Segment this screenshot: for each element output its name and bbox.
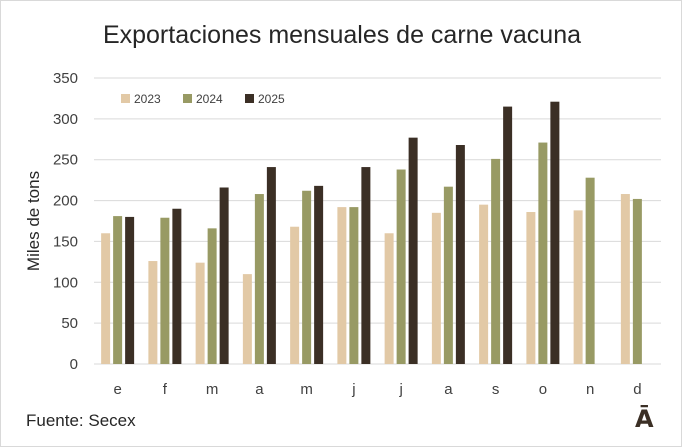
bar-2025-9 (503, 106, 513, 364)
bar-2023-3 (195, 262, 205, 364)
bar-2025-1 (125, 216, 135, 364)
x-tick-label: j (351, 381, 355, 398)
bar-2023-8 (431, 212, 441, 364)
legend-label-2024: 2024 (196, 92, 223, 106)
bar-2025-3 (219, 187, 229, 364)
legend-swatch-2023 (121, 94, 130, 103)
bar-2024-12 (632, 198, 642, 364)
bar-2024-7 (396, 169, 406, 364)
bar-2024-5 (302, 190, 312, 364)
legend-label-2025: 2025 (258, 92, 285, 106)
brand-logo: Ā (635, 405, 654, 433)
bar-2023-6 (337, 207, 347, 364)
x-tick-label: n (586, 381, 594, 398)
bar-2024-9 (491, 158, 501, 364)
y-axis-label: Miles de tons (24, 171, 43, 271)
legend-swatch-2025 (245, 94, 254, 103)
bar-2023-12 (620, 194, 630, 364)
y-tick-label: 150 (53, 233, 78, 250)
x-tick-label: m (206, 381, 219, 398)
bar-2024-2 (160, 217, 170, 364)
bar-2024-6 (349, 207, 359, 364)
bar-2025-6 (361, 167, 371, 364)
y-tick-label: 200 (53, 193, 78, 210)
y-tick-label: 250 (53, 152, 78, 169)
y-tick-label: 0 (70, 356, 78, 373)
x-tick-label: o (539, 381, 547, 398)
x-tick-label: s (492, 381, 500, 398)
bar-2024-1 (113, 216, 123, 364)
x-tick-label: m (300, 381, 313, 398)
bar-2024-11 (585, 177, 595, 364)
y-tick-label: 300 (53, 111, 78, 128)
y-tick-label: 100 (53, 274, 78, 291)
source-note: Fuente: Secex (26, 411, 136, 430)
x-tick-label: e (113, 381, 121, 398)
bar-2023-11 (573, 210, 583, 364)
bar-2023-2 (148, 261, 158, 364)
bar-2025-7 (408, 137, 418, 364)
bar-2024-10 (538, 142, 548, 364)
bar-2025-10 (550, 101, 560, 364)
legend-swatch-2024 (183, 94, 192, 103)
bar-2023-9 (479, 204, 489, 364)
bar-2023-10 (526, 212, 536, 364)
bar-2023-4 (242, 274, 252, 364)
y-tick-label: 50 (61, 315, 78, 332)
bar-2023-5 (290, 226, 300, 364)
bar-2025-2 (172, 208, 182, 364)
bar-2023-7 (384, 233, 394, 364)
x-tick-label: a (444, 381, 453, 398)
chart-title: Exportaciones mensuales de carne vacuna (102, 21, 582, 49)
y-tick-label: 350 (53, 70, 78, 87)
bar-2024-4 (254, 194, 264, 364)
x-tick-label: d (633, 381, 641, 398)
bar-2025-4 (266, 167, 276, 364)
bar-2024-3 (207, 228, 217, 364)
bar-2025-5 (314, 185, 324, 364)
x-tick-label: a (255, 381, 264, 398)
legend-label-2023: 2023 (134, 92, 161, 106)
x-tick-label: j (398, 381, 402, 398)
bar-2024-8 (443, 186, 453, 364)
x-tick-label: f (163, 381, 168, 398)
bar-2023-1 (101, 233, 111, 364)
bar-2025-8 (455, 145, 465, 364)
